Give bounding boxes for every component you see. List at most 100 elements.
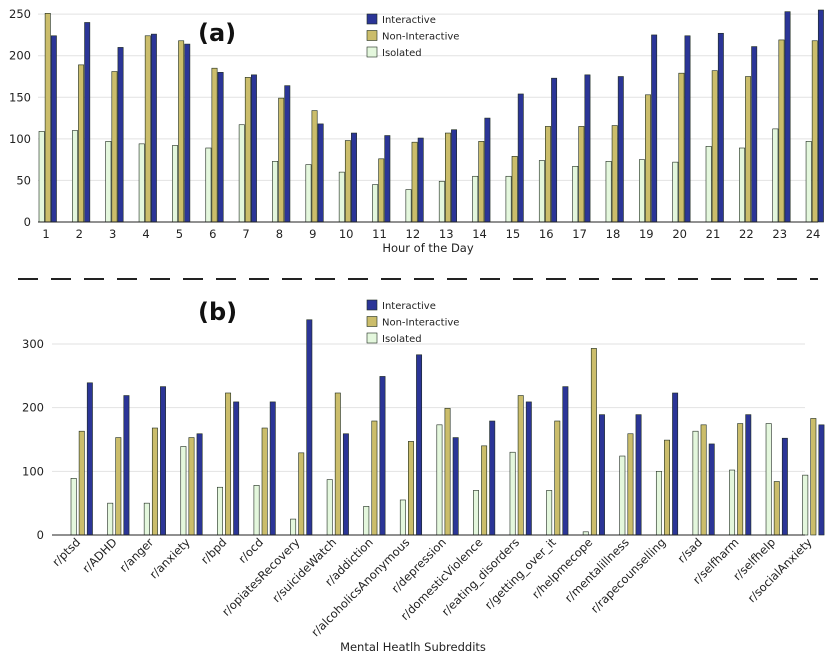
bar-isolated	[438, 180, 445, 223]
b-gridlines	[52, 343, 805, 472]
bar-isolated	[38, 131, 45, 223]
bar-interactive	[717, 32, 724, 223]
bar-non-interactive	[411, 141, 418, 223]
b-legend: Interactive Non-Interactive Isolated	[366, 299, 459, 345]
bar-non-interactive	[211, 67, 218, 223]
bar-interactive	[123, 395, 130, 536]
b-bars	[70, 319, 825, 536]
x-tick-label: r/mentalillness	[562, 535, 632, 605]
bar-non-interactive	[244, 77, 251, 223]
bar-interactive	[384, 135, 391, 223]
bar-interactive	[217, 72, 224, 223]
x-tick-label: r/bpd	[198, 535, 229, 566]
a-bars	[38, 9, 824, 223]
x-tick-label: 11	[372, 227, 387, 241]
bar-non-interactive	[378, 158, 385, 223]
bar-isolated	[238, 124, 245, 223]
bar-non-interactive	[664, 439, 670, 536]
bar-interactive	[617, 76, 624, 223]
legend-label-non-interactive: Non-Interactive	[382, 318, 459, 329]
bar-isolated	[205, 147, 212, 223]
bar-interactive	[489, 420, 496, 536]
bar-isolated	[692, 430, 699, 536]
bar-non-interactive	[478, 141, 485, 223]
legend-swatch-isolated	[366, 332, 378, 344]
bar-interactive	[184, 43, 191, 223]
legend-swatch-non-interactive	[366, 30, 378, 41]
bar-non-interactive	[408, 441, 414, 536]
legend-label-isolated: Isolated	[382, 48, 422, 59]
bar-isolated	[70, 478, 77, 536]
bar-isolated	[272, 161, 279, 223]
bar-isolated	[399, 499, 406, 536]
x-tick-label: 1	[42, 227, 49, 241]
bar-non-interactive	[578, 126, 585, 223]
bar-non-interactive	[737, 423, 744, 536]
b-y-ticks: 0 100 200 300	[22, 337, 44, 542]
bar-isolated	[143, 502, 150, 536]
legend-swatch-interactive	[366, 13, 378, 25]
bar-non-interactive	[711, 70, 718, 223]
x-tick-label: 8	[276, 227, 283, 241]
bar-interactive	[818, 424, 825, 536]
x-tick-label: 18	[606, 227, 621, 241]
bar-non-interactive	[261, 427, 268, 536]
bar-non-interactive	[810, 418, 817, 536]
x-tick-label: 5	[176, 227, 183, 241]
bar-interactive	[417, 137, 424, 223]
bar-isolated	[802, 474, 809, 536]
bar-interactive	[525, 401, 532, 536]
y-tick-label: 50	[16, 173, 31, 187]
x-tick-label: 17	[572, 227, 587, 241]
bar-interactive	[284, 85, 291, 223]
bar-non-interactive	[278, 97, 285, 223]
bar-interactive	[817, 9, 824, 223]
bar-isolated	[436, 424, 443, 536]
bar-isolated	[107, 502, 114, 536]
bar-isolated	[305, 164, 312, 223]
x-tick-label: r/ADHD	[80, 535, 120, 575]
bar-isolated	[72, 130, 78, 223]
x-tick-label: r/anxiety	[147, 535, 193, 581]
bar-isolated	[290, 518, 297, 536]
bar-interactive	[84, 22, 91, 223]
bar-non-interactive	[371, 420, 378, 536]
bar-non-interactive	[517, 395, 524, 536]
bar-non-interactive	[611, 125, 618, 223]
bar-non-interactive	[115, 437, 122, 536]
x-tick-label: 10	[339, 227, 354, 241]
x-tick-label: 6	[209, 227, 216, 241]
bar-non-interactive	[188, 437, 195, 536]
bar-non-interactive	[678, 72, 685, 223]
x-tick-label: r/ptsd	[49, 535, 83, 569]
bar-isolated	[372, 184, 379, 223]
bar-interactive	[684, 35, 691, 223]
bar-interactive	[160, 386, 166, 536]
bar-isolated	[105, 141, 112, 223]
bar-isolated	[619, 455, 626, 536]
bar-isolated	[538, 160, 545, 223]
bar-isolated	[338, 171, 345, 223]
x-tick-label: 16	[539, 227, 554, 241]
legend-label-interactive: Interactive	[382, 301, 436, 312]
bar-non-interactive	[545, 126, 551, 223]
bar-interactive	[269, 401, 276, 536]
x-tick-label: r/ocd	[235, 535, 266, 566]
bar-interactive	[584, 74, 591, 223]
a-x-axis-label: Hour of the Day	[382, 241, 474, 255]
bar-isolated	[638, 159, 645, 223]
x-tick-label: 14	[472, 227, 487, 241]
bar-non-interactive	[554, 420, 561, 536]
legend-swatch-non-interactive	[366, 316, 378, 327]
bar-isolated	[253, 485, 260, 536]
x-tick-label: 24	[806, 227, 821, 241]
bar-interactive	[745, 414, 752, 536]
x-tick-label: 15	[506, 227, 521, 241]
x-tick-label: 23	[772, 227, 787, 241]
legend-label-non-interactive: Non-Interactive	[382, 32, 459, 43]
x-tick-label: 12	[406, 227, 421, 241]
bar-non-interactive	[298, 452, 305, 536]
bar-isolated	[172, 145, 178, 223]
y-tick-label: 150	[9, 90, 31, 104]
